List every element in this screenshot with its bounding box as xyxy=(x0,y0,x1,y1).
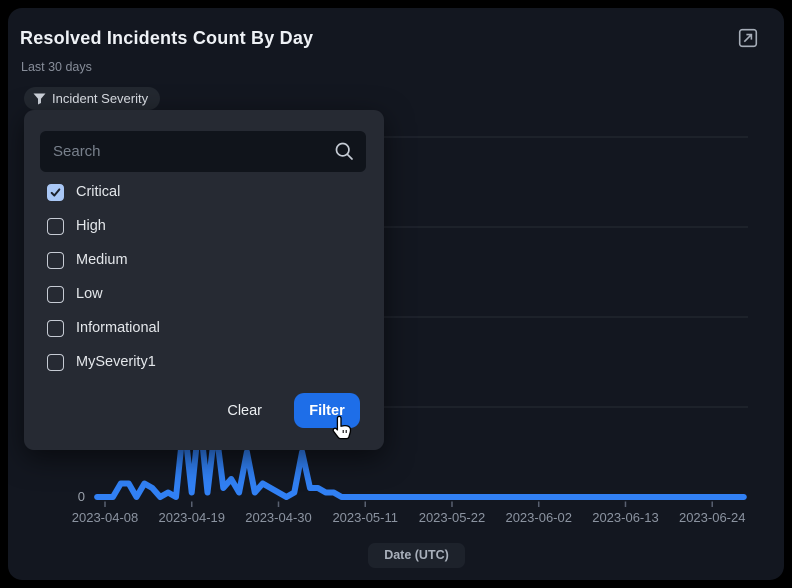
severity-option[interactable]: Critical xyxy=(24,175,384,209)
severity-option[interactable]: Informational xyxy=(24,311,384,345)
option-label: MySeverity1 xyxy=(76,354,156,370)
x-axis-tick-label: 2023-05-11 xyxy=(332,510,398,525)
x-axis-tick-label: 2023-06-13 xyxy=(592,510,659,525)
checkbox-informational[interactable] xyxy=(47,319,64,337)
severity-option[interactable]: High xyxy=(24,209,384,243)
option-label: Low xyxy=(76,286,103,302)
time-range-subtitle: Last 30 days xyxy=(21,60,92,74)
checkbox-medium[interactable] xyxy=(47,251,64,269)
funnel-icon xyxy=(33,93,46,105)
x-axis-tick-label: 2023-04-08 xyxy=(72,510,139,525)
x-axis-title: Date (UTC) xyxy=(368,543,465,568)
checkbox-low[interactable] xyxy=(47,285,64,303)
option-label: Critical xyxy=(76,184,121,200)
series-line xyxy=(94,413,747,500)
severity-filter-popup: Critical High Medium Low xyxy=(24,110,384,450)
severity-option[interactable]: Medium xyxy=(24,243,384,277)
option-label: High xyxy=(76,218,106,234)
search-field-wrap xyxy=(40,131,366,172)
filter-button[interactable]: Filter xyxy=(294,393,360,428)
x-axis-tick-label: 2023-06-24 xyxy=(679,510,746,525)
severity-option[interactable]: Low xyxy=(24,277,384,311)
x-axis-tick-label: 2023-06-02 xyxy=(505,510,572,525)
open-in-new-window-icon xyxy=(738,28,758,48)
checkbox-critical[interactable] xyxy=(47,183,64,201)
option-label: Medium xyxy=(76,252,128,268)
search-icon xyxy=(334,141,355,162)
clear-button[interactable]: Clear xyxy=(223,397,266,425)
severity-options-list: Critical High Medium Low xyxy=(24,175,384,379)
severity-option[interactable]: MySeverity1 xyxy=(24,345,384,379)
option-label: Informational xyxy=(76,320,160,336)
expand-button[interactable] xyxy=(735,25,761,51)
y-axis-zero-label: 0 xyxy=(78,489,85,504)
resolved-incidents-chart: 2023-04-08 2023-04-19 2023-04-30 2023-05-11… xyxy=(72,136,748,525)
incident-severity-filter-pill[interactable]: Incident Severity xyxy=(24,87,161,110)
x-axis-tick-label: 2023-05-22 xyxy=(419,510,486,525)
checkbox-myseverity1[interactable] xyxy=(47,353,64,371)
widget-card: 2023-04-08 2023-04-19 2023-04-30 2023-05-11… xyxy=(8,8,784,580)
filter-pill-label: Incident Severity xyxy=(52,91,149,106)
x-axis-tick-label: 2023-04-19 xyxy=(158,510,225,525)
page-title: Resolved Incidents Count By Day xyxy=(20,28,314,48)
checkbox-high[interactable] xyxy=(47,217,64,235)
popup-footer: Clear Filter xyxy=(223,393,360,428)
x-axis-tick-label: 2023-04-30 xyxy=(245,510,312,525)
search-input[interactable] xyxy=(40,131,366,172)
